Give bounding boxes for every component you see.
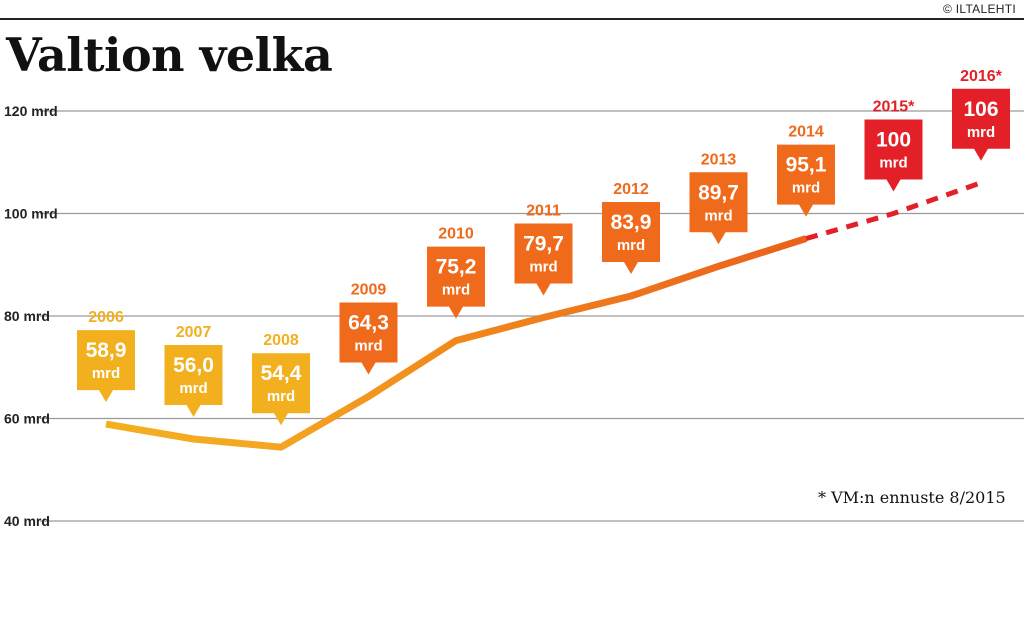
- unit-label: mrd: [879, 155, 907, 172]
- series-lines: [105, 180, 982, 451]
- callout-2008: 54,4 mrd 2008: [252, 332, 310, 426]
- value-label: 56,0: [173, 354, 214, 377]
- callout-box: [252, 353, 310, 426]
- year-label: 2010: [438, 226, 474, 243]
- callout-2009: 64,3 mrd 2009: [339, 281, 398, 375]
- value-label: 54,4: [261, 362, 302, 385]
- unit-label: mrd: [967, 124, 995, 141]
- year-label: 2012: [613, 181, 649, 198]
- callout-2014: 95,1 mrd 2014: [777, 124, 835, 217]
- value-label: 79,7: [523, 233, 564, 256]
- unit-label: mrd: [179, 380, 207, 397]
- debt-line-actual: [105, 235, 808, 451]
- callout-box: [77, 330, 135, 403]
- top-rule: [0, 18, 1024, 20]
- year-label: 2009: [351, 281, 387, 298]
- unit-label: mrd: [529, 259, 557, 276]
- y-tick-label: 100 mrd: [4, 206, 58, 222]
- value-label: 89,7: [698, 181, 739, 204]
- callout-box: [864, 119, 923, 192]
- callout-2010: 75,2 mrd 2010: [427, 226, 485, 319]
- unit-label: mrd: [792, 180, 820, 197]
- year-label: 2014: [788, 124, 824, 141]
- value-label: 95,1: [786, 154, 827, 177]
- callout-box: [952, 88, 1010, 161]
- value-label: 100: [876, 129, 911, 152]
- y-axis-ticks: 120 mrd 100 mrd 80 mrd 60 mrd 40 mrd: [4, 103, 58, 529]
- unit-label: mrd: [354, 337, 382, 354]
- callout-box: [689, 172, 748, 245]
- year-label: 2006: [88, 309, 124, 326]
- callout-2013: 89,7 mrd 2013: [689, 151, 748, 245]
- callout-box: [602, 202, 660, 275]
- unit-label: mrd: [617, 237, 645, 254]
- footnote: * VM:n ennuste 8/2015: [818, 488, 1006, 507]
- callout-box: [339, 302, 398, 375]
- callout-2011: 79,7 mrd 2011: [514, 203, 573, 296]
- callout-2015: 100 mrd 2015*: [864, 99, 923, 192]
- value-label: 58,9: [86, 339, 127, 362]
- callout-box: [427, 246, 485, 319]
- year-label: 2013: [701, 151, 737, 168]
- year-label: 2015*: [873, 99, 916, 116]
- y-tick-label: 120 mrd: [4, 103, 58, 119]
- callout-2016: 106 mrd 2016*: [952, 68, 1010, 161]
- callout-box: [777, 144, 835, 217]
- page-title: Valtion velka: [6, 28, 333, 82]
- value-callouts: 58,9 mrd 2006 56,0 mrd 2007 54,4 mrd 2008 64,3 mrd…: [77, 68, 1010, 426]
- unit-label: mrd: [267, 388, 295, 405]
- value-label: 83,9: [611, 211, 652, 234]
- year-label: 2011: [526, 203, 561, 220]
- value-label: 75,2: [436, 256, 477, 279]
- callout-2007: 56,0 mrd 2007: [164, 324, 223, 417]
- unit-label: mrd: [92, 365, 120, 382]
- year-label: 2008: [263, 332, 299, 349]
- unit-label: mrd: [704, 207, 732, 224]
- value-label: 106: [963, 98, 998, 121]
- debt-line-forecast: [805, 180, 982, 242]
- callout-box: [164, 345, 223, 417]
- unit-label: mrd: [442, 282, 470, 299]
- year-label: 2007: [176, 324, 212, 341]
- y-tick-label: 80 mrd: [4, 308, 50, 324]
- callout-box: [514, 223, 573, 296]
- y-tick-label: 60 mrd: [4, 411, 50, 427]
- value-label: 64,3: [348, 311, 389, 334]
- callout-2006: 58,9 mrd 2006: [77, 309, 135, 403]
- year-label: 2016*: [960, 68, 1003, 85]
- callout-2012: 83,9 mrd 2012: [602, 181, 660, 275]
- grid-lines: [40, 110, 1024, 522]
- y-tick-label: 40 mrd: [4, 513, 50, 529]
- credit-text: © ILTALEHTI: [942, 2, 1016, 16]
